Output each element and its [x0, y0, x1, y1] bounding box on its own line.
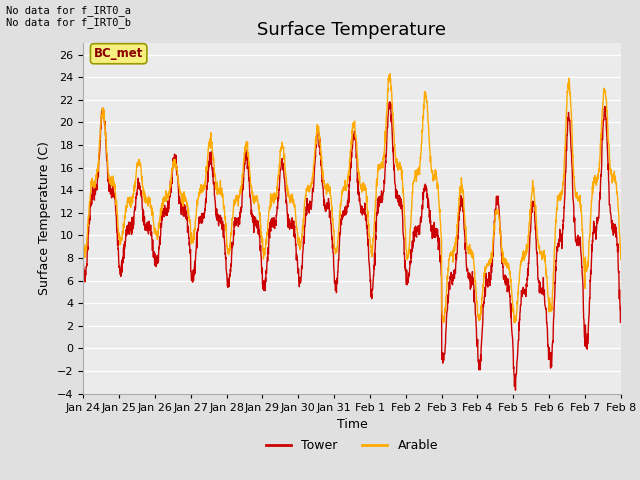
Arable	[510, 320, 518, 325]
Tower	[508, 333, 516, 339]
Tower	[617, 304, 625, 310]
Arable	[386, 71, 394, 77]
Y-axis label: Surface Temperature (C): Surface Temperature (C)	[38, 142, 51, 295]
Arable	[617, 256, 625, 262]
Tower	[367, 294, 375, 300]
Arable	[508, 297, 516, 302]
X-axis label: Time: Time	[337, 418, 367, 431]
Line: Tower: Tower	[83, 102, 621, 390]
Text: No data for f_IRT0_a
No data for f_IRT0_b: No data for f_IRT0_a No data for f_IRT0_…	[6, 5, 131, 28]
Arable	[570, 175, 577, 180]
Arable	[79, 235, 87, 241]
Arable	[367, 250, 375, 256]
Tower	[585, 318, 593, 324]
Tower	[379, 192, 387, 197]
Tower	[79, 252, 87, 258]
Arable	[229, 210, 237, 216]
Legend: Tower, Arable: Tower, Arable	[261, 434, 443, 457]
Tower	[511, 387, 519, 393]
Arable	[379, 158, 387, 164]
Tower	[570, 203, 577, 209]
Tower	[229, 242, 237, 248]
Text: BC_met: BC_met	[94, 47, 143, 60]
Tower	[386, 99, 394, 105]
Line: Arable: Arable	[83, 74, 621, 323]
Arable	[585, 251, 593, 256]
Title: Surface Temperature: Surface Temperature	[257, 21, 447, 39]
